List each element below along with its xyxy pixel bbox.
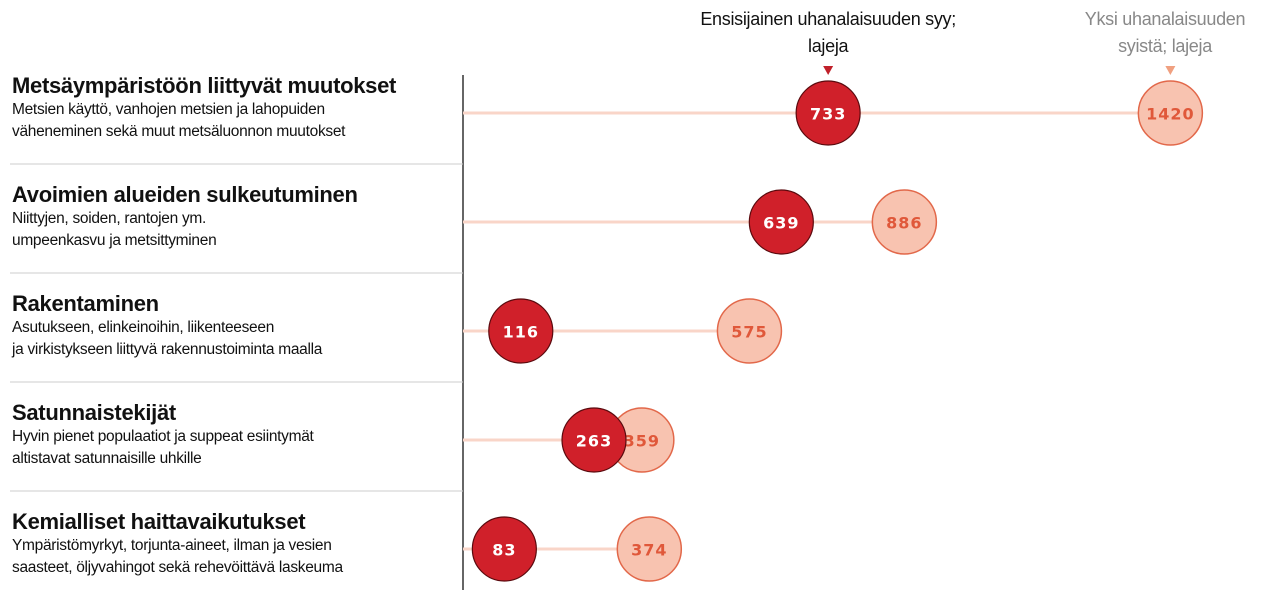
- legend-label: Ensisijainen uhanalaisuuden syy; lajeja: [700, 9, 956, 56]
- secondary-dot: [871, 189, 938, 255]
- value-label: 374: [631, 541, 667, 560]
- category-description: altistavat satunnaisille uhkille: [12, 450, 202, 467]
- value-label: 639: [763, 214, 799, 233]
- category-description: Ympäristömyrkyt, torjunta-aineet, ilman …: [12, 537, 332, 554]
- primary-dot: [488, 298, 554, 364]
- value-label: 263: [576, 432, 612, 451]
- category-description: Metsien käyttö, vanhojen metsien ja laho…: [12, 101, 325, 118]
- legend-marker: [1165, 66, 1176, 75]
- category-description: umpeenkasvu ja metsittyminen: [12, 232, 217, 249]
- primary-dot: [561, 407, 627, 473]
- category-description: Hyvin pienet populaatiot ja suppeat esii…: [12, 428, 314, 445]
- value-label: 83: [492, 541, 516, 560]
- category-title: Avoimien alueiden sulkeutuminen: [12, 182, 358, 207]
- legend-marker: [823, 66, 834, 75]
- value-label: 886: [886, 214, 922, 233]
- category-description: saasteet, öljyvahingot sekä rehevöittävä…: [12, 559, 343, 576]
- value-label: 1420: [1146, 105, 1195, 124]
- secondary-dot: [616, 516, 683, 582]
- category-title: Rakentaminen: [12, 291, 159, 316]
- value-label: 733: [810, 105, 846, 124]
- value-label: 116: [503, 323, 539, 342]
- secondary-dot: [1137, 80, 1204, 146]
- value-label: 575: [731, 323, 767, 342]
- category: Metsäympäristöön liittyvät muutokset Mets…: [12, 73, 460, 143]
- category-title: Metsäympäristöön liittyvät muutokset: [12, 73, 397, 98]
- category: Rakentaminen Asutukseen, elinkeinoihin, l…: [12, 291, 460, 361]
- primary-dot: [795, 80, 861, 146]
- category: Satunnaistekijät Hyvin pienet populaatiot…: [12, 400, 460, 470]
- primary-dot: [471, 516, 537, 582]
- value-label: 359: [624, 432, 660, 451]
- category-title: Satunnaistekijät: [12, 400, 176, 425]
- secondary-dot: [716, 298, 783, 364]
- legend-label: Yksi uhanalaisuuden syistä; lajeja: [1084, 9, 1246, 56]
- primary-dot: [748, 189, 814, 255]
- category-description: Asutukseen, elinkeinoihin, liikenteeseen: [12, 319, 275, 336]
- category-description: väheneminen sekä muut metsäluonnon muuto…: [12, 123, 346, 140]
- category: Avoimien alueiden sulkeutuminen Niittyjen…: [12, 182, 460, 252]
- category: Kemialliset haittavaikutukset Ympäristömy…: [12, 509, 460, 579]
- category-title: Kemialliset haittavaikutukset: [12, 509, 306, 534]
- category-description: Niittyjen, soiden, rantojen ym.: [12, 210, 207, 227]
- category-description: ja virkistykseen liittyvä rakennustoimin…: [12, 341, 323, 358]
